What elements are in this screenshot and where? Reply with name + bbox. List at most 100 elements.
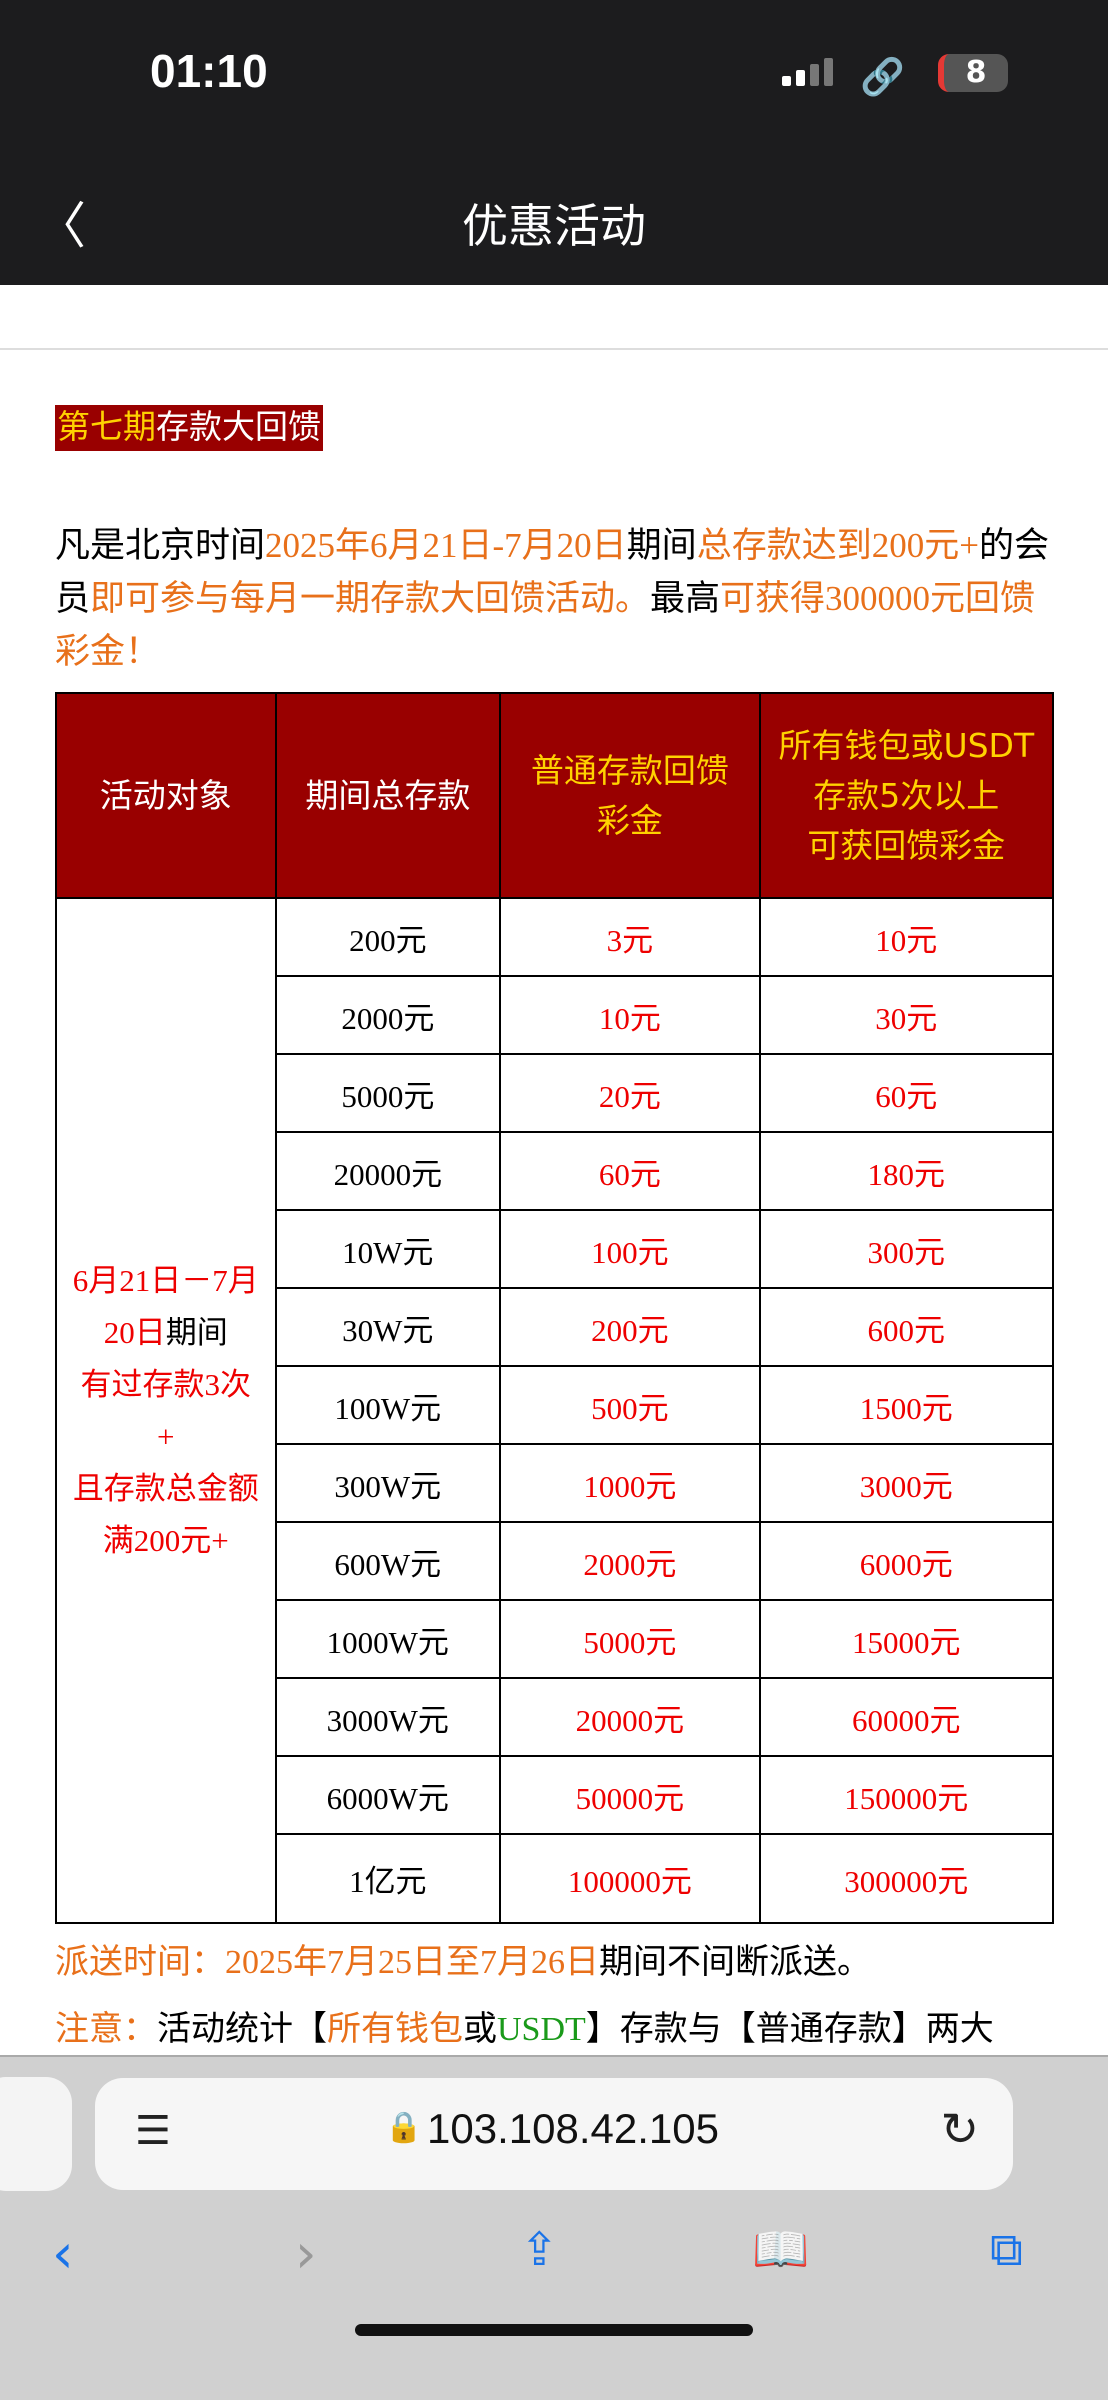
normal-bonus: 200元 xyxy=(499,1287,761,1367)
reader-icon[interactable]: ☰ xyxy=(135,2108,171,2154)
table-row: 1亿元 100000元 300000元 xyxy=(56,1833,1055,1924)
intro-text: 凡是北京时间 xyxy=(55,526,266,565)
usdt-bonus: 3000元 xyxy=(758,1443,1055,1523)
heading-text: 存款大回馈 xyxy=(156,410,321,446)
usdt-bonus: 300元 xyxy=(758,1209,1055,1289)
header-target: 活动对象 xyxy=(55,692,277,899)
normal-bonus: 100000元 xyxy=(499,1833,761,1924)
deposit-amount: 300W元 xyxy=(274,1443,502,1523)
header-usdt-bonus: 所有钱包或USDT 存款5次以上 可获回馈彩金 xyxy=(758,692,1055,899)
normal-bonus: 5000元 xyxy=(499,1599,761,1679)
intro-max-bonus: 可获得300000元回馈彩金！ xyxy=(55,579,1036,671)
table-row: 20000元 60元 180元 xyxy=(56,1131,1055,1211)
usdt-bonus: 15000元 xyxy=(758,1599,1055,1679)
usdt-bonus: 180元 xyxy=(758,1131,1055,1211)
shipping-label: 派送时间： xyxy=(55,1944,225,1981)
table-row: 3000W元 20000元 60000元 xyxy=(56,1677,1055,1757)
deposit-amount: 1亿元 xyxy=(274,1833,502,1924)
note-text: 或 xyxy=(463,2011,497,2048)
note-label: 注意： xyxy=(55,2011,157,2048)
deposit-amount: 6000W元 xyxy=(274,1755,502,1835)
page-title: 优惠活动 xyxy=(462,199,646,253)
table-header: 活动对象 期间总存款 普通存款回馈 彩金 所有钱包或USDT 存款5次以上 可获回馈彩… xyxy=(55,692,1055,899)
home-indicator xyxy=(355,2324,753,2336)
deposit-amount: 600W元 xyxy=(274,1521,502,1601)
intro-dates: 2025年6月21日-7月20日 xyxy=(265,526,627,565)
intro-text: 最高 xyxy=(650,579,721,618)
usdt-bonus: 300000元 xyxy=(758,1833,1055,1924)
back-icon[interactable]: ‹ xyxy=(52,2222,74,2285)
intro-paragraph: 凡是北京时间2025年6月21日-7月20日期间总存款达到200元+的会员即可参… xyxy=(55,519,1055,678)
article: 第七期存款大回馈 凡是北京时间2025年6月21日-7月20日期间总存款达到20… xyxy=(55,405,1055,2112)
note-wallet: 所有钱包 xyxy=(327,2011,463,2048)
table-row: 1000W元 5000元 15000元 xyxy=(56,1599,1055,1679)
shipping-info: 派送时间：2025年7月25日至7月26日期间不间断派送。 xyxy=(55,1938,1055,1988)
eligibility-condition: 6月21日－7月20日期间 有过存款3次 + 且存款总金额满200元+ xyxy=(55,897,277,1924)
bonus-table: 活动对象 期间总存款 普通存款回馈 彩金 所有钱包或USDT 存款5次以上 可获回馈彩… xyxy=(55,692,1055,1924)
header-total-deposit: 期间总存款 xyxy=(274,692,502,899)
note-text: 活动统计【 xyxy=(157,2011,327,2048)
address-bar[interactable]: ☰ 🔒 103.108.42.105 ↻ xyxy=(95,2078,1013,2190)
normal-bonus: 100元 xyxy=(499,1209,761,1289)
shipping-text: 期间不间断派送。 xyxy=(599,1944,871,1981)
table-row: 30W元 200元 600元 xyxy=(56,1287,1055,1367)
normal-bonus: 2000元 xyxy=(499,1521,761,1601)
table-row: 100W元 500元 1500元 xyxy=(56,1365,1055,1445)
intro-highlight: 即可参与每月一期存款大回馈活动。 xyxy=(90,579,651,618)
normal-bonus: 20000元 xyxy=(499,1677,761,1757)
usdt-bonus: 10元 xyxy=(758,897,1055,977)
normal-bonus: 60元 xyxy=(499,1131,761,1211)
browser-toolbar: ☰ 🔒 103.108.42.105 ↻ ‹ › ⇪ 📖 ⧉ xyxy=(0,2055,1108,2400)
divider xyxy=(0,348,1108,350)
back-button[interactable]: 〈 xyxy=(36,197,86,255)
usdt-bonus: 6000元 xyxy=(758,1521,1055,1601)
deposit-amount: 20000元 xyxy=(274,1131,502,1211)
reload-icon[interactable]: ↻ xyxy=(940,2102,979,2156)
deposit-amount: 100W元 xyxy=(274,1365,502,1445)
normal-bonus: 10元 xyxy=(499,975,761,1055)
intro-text: 的会员 xyxy=(55,526,1049,618)
table-row: 6月21日－7月20日期间 有过存款3次 + 且存款总金额满200元+ 200元 3元 10… xyxy=(55,897,1055,1924)
status-bar: 01:10 🔗 8 〈 优惠活动 xyxy=(0,0,1108,285)
deposit-amount: 30W元 xyxy=(274,1287,502,1367)
table-row: 5000元 20元 60元 xyxy=(56,1053,1055,1133)
deposit-amount: 10W元 xyxy=(274,1209,502,1289)
table-row: 300W元 1000元 3000元 xyxy=(56,1443,1055,1523)
normal-bonus: 1000元 xyxy=(499,1443,761,1523)
shipping-dates: 2025年7月25日至7月26日 xyxy=(225,1944,599,1981)
deposit-amount: 2000元 xyxy=(274,975,502,1055)
battery-icon: 8 xyxy=(938,54,1008,92)
link-icon: 🔗 xyxy=(860,57,905,98)
lock-icon: 🔒 xyxy=(385,2110,423,2145)
table-row: 10W元 100元 300元 xyxy=(56,1209,1055,1289)
normal-bonus: 3元 xyxy=(499,897,761,977)
usdt-bonus: 150000元 xyxy=(758,1755,1055,1835)
usdt-bonus: 600元 xyxy=(758,1287,1055,1367)
share-icon[interactable]: ⇪ xyxy=(520,2222,559,2276)
url-text[interactable]: 103.108.42.105 xyxy=(427,2105,719,2152)
usdt-bonus: 1500元 xyxy=(758,1365,1055,1445)
normal-bonus: 500元 xyxy=(499,1365,761,1445)
normal-bonus: 50000元 xyxy=(499,1755,761,1835)
table-row: 2000元 10元 30元 xyxy=(56,975,1055,1055)
tabs-icon[interactable]: ⧉ xyxy=(990,2222,1023,2276)
clock: 01:10 xyxy=(150,45,268,97)
intro-threshold: 总存款达到200元+ xyxy=(696,526,979,565)
deposit-amount: 1000W元 xyxy=(274,1599,502,1679)
intro-text: 期间 xyxy=(626,526,697,565)
signal-icon xyxy=(782,58,833,86)
usdt-bonus: 30元 xyxy=(758,975,1055,1055)
bookmarks-icon[interactable]: 📖 xyxy=(752,2222,810,2276)
heading-highlight: 第七期 xyxy=(57,410,156,446)
deposit-amount: 200元 xyxy=(274,897,502,977)
deposit-amount: 5000元 xyxy=(274,1053,502,1133)
usdt-bonus: 60元 xyxy=(758,1053,1055,1133)
forward-icon[interactable]: › xyxy=(295,2222,317,2285)
previous-tab[interactable] xyxy=(0,2077,72,2191)
table-row: 6000W元 50000元 150000元 xyxy=(56,1755,1055,1835)
usdt-bonus: 60000元 xyxy=(758,1677,1055,1757)
note-usdt: USDT xyxy=(497,2011,586,2048)
table-row: 600W元 2000元 6000元 xyxy=(56,1521,1055,1601)
promo-heading: 第七期存款大回馈 xyxy=(55,405,323,451)
deposit-amount: 3000W元 xyxy=(274,1677,502,1757)
